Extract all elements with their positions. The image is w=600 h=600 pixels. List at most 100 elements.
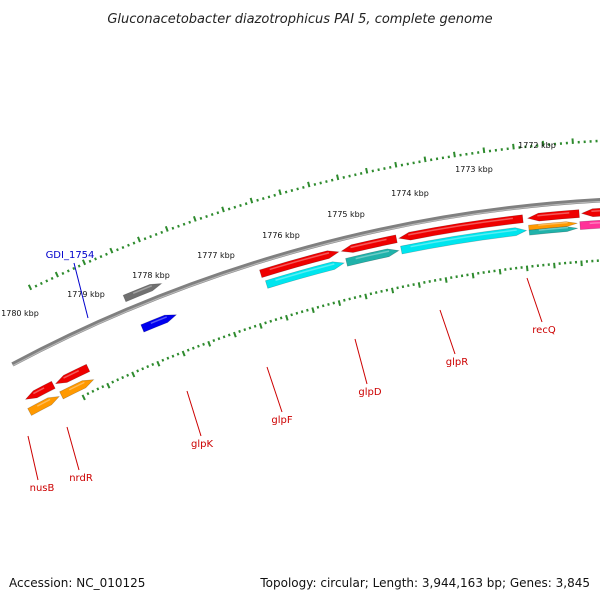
ruler-minor-tick [177, 224, 180, 228]
feature-teal-sheen [355, 250, 390, 260]
inner-major-tick [285, 314, 289, 321]
ruler-minor-tick [290, 189, 294, 192]
ruler-minor-tick [121, 245, 125, 250]
inner-major-tick [417, 282, 421, 288]
ruler-minor-tick [45, 279, 49, 283]
accession-text: Accession: NC_010125 [9, 576, 145, 590]
inner-major-tick [207, 340, 212, 347]
ruler-minor-tick [72, 266, 76, 271]
ruler-minor-tick [99, 255, 103, 259]
inner-minor-tick [161, 358, 165, 362]
inner-minor-tick [369, 292, 373, 296]
inner-major-tick [131, 371, 136, 378]
feature-red-arrow [580, 208, 600, 218]
inner-major-tick [311, 307, 315, 314]
inner-minor-tick [274, 318, 278, 322]
inner-minor-tick [202, 342, 205, 346]
gene-label-leader [66, 426, 80, 471]
feature-cyan-arrow [400, 227, 528, 255]
inner-minor-tick [358, 294, 362, 298]
inner-minor-tick [353, 296, 357, 300]
inner-major-tick [156, 360, 161, 367]
ruler-minor-tick [284, 190, 288, 194]
inner-minor-tick [197, 344, 200, 348]
ruler-minor-tick [199, 216, 203, 220]
inner-minor-tick [243, 328, 247, 332]
ruler-minor-tick [273, 193, 276, 197]
backbone-track [11, 198, 600, 367]
inner-major-tick [81, 394, 86, 401]
ruler-minor-tick [227, 207, 231, 211]
ruler-minor-tick [39, 281, 43, 286]
ruler-minor-tick [77, 264, 81, 268]
ruler-major-tick [81, 259, 87, 266]
ruler-minor-tick [61, 271, 65, 275]
gene-label-nusb: nusB [30, 483, 55, 494]
gene-label-leader [73, 262, 89, 319]
ruler-tick-label: 1776 kbp [262, 231, 300, 240]
inner-minor-tick [306, 308, 309, 312]
feature-blue-sheen [150, 316, 167, 325]
ruler-major-tick [109, 247, 114, 254]
ruler-minor-tick [205, 214, 208, 218]
ruler-major-tick [512, 143, 515, 150]
inner-minor-tick [121, 375, 125, 380]
ruler-minor-tick [182, 222, 186, 226]
feature-red-arrow [340, 234, 398, 253]
inner-major-tick [337, 300, 342, 306]
ruler-minor-tick [359, 172, 363, 175]
ruler-major-tick [482, 147, 486, 154]
ruler-minor-tick [94, 257, 97, 261]
inner-minor-tick [253, 324, 257, 328]
inner-minor-tick [101, 385, 105, 389]
feature-red-arrow [398, 214, 524, 241]
ruler-minor-tick [210, 213, 214, 217]
inner-minor-tick [238, 329, 241, 333]
inner-minor-tick [401, 285, 405, 289]
ruler-minor-tick [302, 185, 305, 189]
feature-orange-sheen [68, 381, 85, 391]
feature-cyan-sheen [410, 229, 517, 248]
feature-red-sheen [269, 252, 330, 271]
ruler-minor-tick [88, 259, 92, 263]
feature-red-sheen [537, 212, 570, 217]
feature-red-arrow [526, 209, 580, 222]
inner-minor-tick [264, 321, 267, 325]
gene-label-leader [526, 277, 543, 323]
ruler-tick-label: 1775 kbp [327, 210, 365, 219]
ruler-minor-tick [319, 181, 322, 185]
genome-summary-text: Topology: circular; Length: 3,944,163 bp… [259, 576, 590, 590]
gene-labels: GDI_1754 nusB nrdR glpK glpF glpD glpR recQ [27, 250, 556, 494]
genome-backbone-highlight [12, 200, 600, 367]
feature-red-sheen [408, 217, 513, 236]
inner-minor-tick [91, 389, 95, 393]
gene-track [24, 208, 600, 416]
ruler-tick-label: 1780 kbp [1, 309, 39, 318]
ruler-minor-tick [216, 211, 220, 215]
inner-minor-tick [396, 286, 399, 290]
feature-blue-arrow [140, 314, 178, 333]
ruler-major-tick [192, 215, 197, 222]
ruler-major-tick [137, 236, 141, 243]
ruler-major-tick [249, 197, 254, 204]
gene-label-recq: recQ [532, 325, 556, 336]
inner-minor-tick [141, 367, 145, 371]
feature-teal-arrow [528, 226, 578, 236]
feature-magenta-sheen [589, 222, 600, 225]
ruler-minor-tick [149, 235, 152, 239]
ruler-minor-tick [143, 237, 147, 241]
inner-minor-tick [332, 301, 336, 305]
inner-minor-tick [374, 291, 378, 295]
ruler-minor-tick [233, 205, 237, 209]
ruler-minor-tick [354, 173, 357, 177]
feature-cyan-sheen [275, 263, 335, 281]
ruler-minor-tick [244, 202, 248, 206]
ruler-tick-label: 1778 kbp [132, 271, 170, 280]
feature-gray-arrow [122, 283, 163, 303]
inner-minor-tick [316, 305, 320, 309]
ruler-tick-label: 1774 kbp [391, 189, 429, 198]
ruler-minor-tick [132, 241, 136, 245]
ruler-minor-tick [325, 180, 328, 184]
